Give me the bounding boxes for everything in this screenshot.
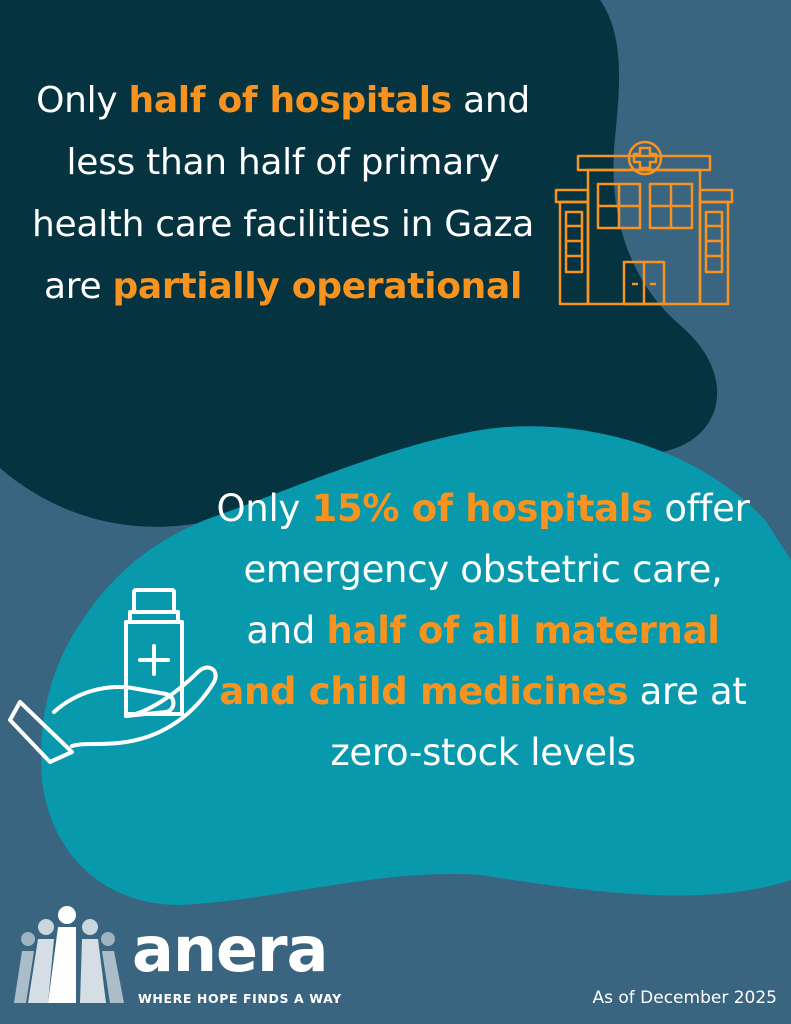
highlight-15-percent-of-hospitals: 15% of hospitals — [311, 487, 654, 530]
logo-wordmark: anera — [132, 913, 328, 986]
maternal-care-statistic: Only 15% of hospitals offer emergency ob… — [216, 487, 750, 774]
dark-blob — [0, 0, 718, 527]
logo-tagline: WHERE HOPE FINDS A WAY — [138, 991, 342, 1006]
highlight-half-of-hospitals: half of hospitals — [128, 80, 452, 121]
anera-logo: anera WHERE HOPE FINDS A WAY — [14, 905, 374, 1015]
hospital-building-icon — [554, 140, 734, 306]
highlight-partially-operational: partially operational — [112, 266, 522, 307]
teal-blob — [41, 426, 791, 905]
date-note: As of December 2025 — [592, 988, 777, 1008]
hand-holding-medicine-bottle-icon — [8, 588, 218, 764]
hospital-statistic: Only half of hospitals and less than hal… — [31, 80, 535, 307]
highlight-half-of-maternal-medicines: half of all maternal and child medicines — [219, 609, 720, 713]
people-figures-icon — [14, 906, 124, 1003]
